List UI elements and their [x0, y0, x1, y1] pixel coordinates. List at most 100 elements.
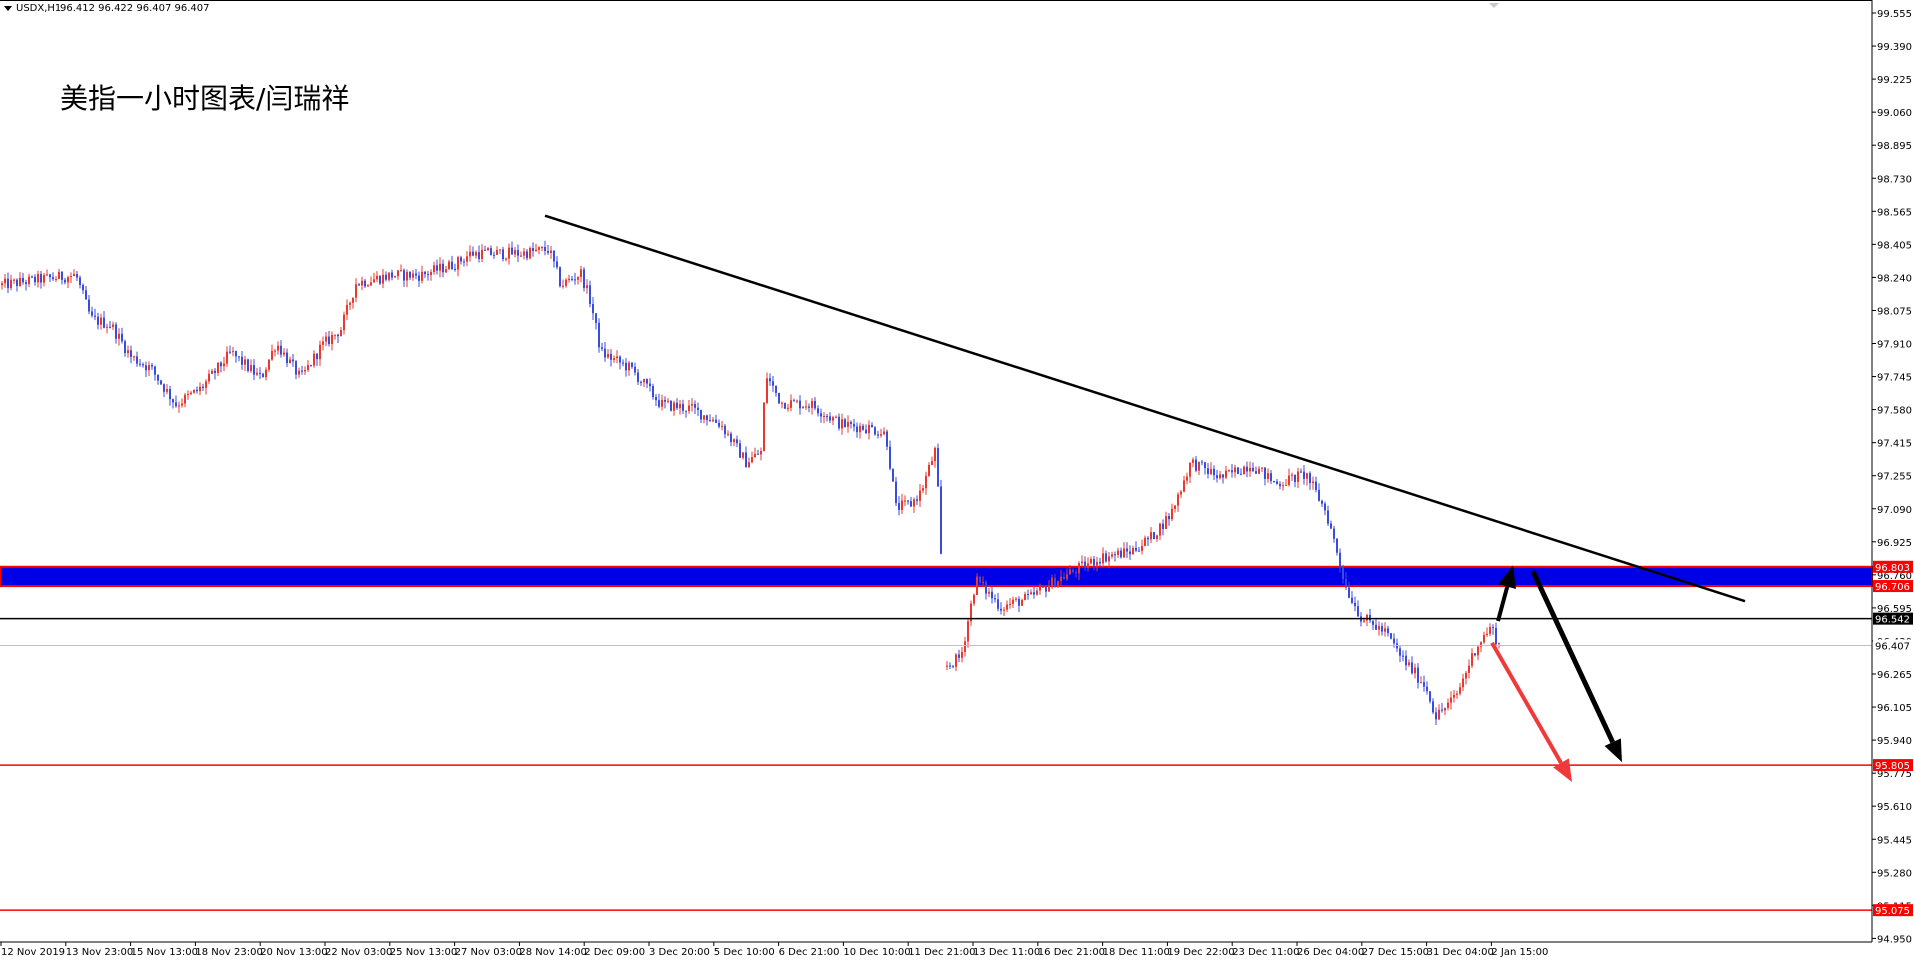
candle: [1144, 535, 1146, 547]
candle: [742, 452, 744, 460]
candle: [1435, 707, 1437, 725]
svg-text:96.407: 96.407: [1875, 641, 1910, 652]
candle: [655, 394, 657, 406]
candle: [436, 259, 438, 275]
up-arrow[interactable]: [1496, 565, 1516, 622]
trendline[interactable]: [544, 214, 1746, 603]
candle: [790, 394, 792, 412]
candle: [1033, 585, 1035, 599]
candle: [295, 359, 297, 380]
candle: [604, 342, 606, 362]
candle: [763, 401, 765, 452]
candle: [268, 359, 270, 372]
candle: [73, 269, 75, 277]
candle: [1168, 513, 1170, 526]
y-tick-label: 96.595: [1877, 604, 1912, 615]
candle: [1186, 472, 1188, 485]
candle: [1378, 621, 1380, 636]
candle: [31, 275, 33, 278]
candle: [1039, 583, 1041, 595]
candle: [820, 408, 822, 423]
candle: [310, 364, 312, 367]
candle: [505, 257, 507, 262]
candle: [730, 431, 732, 447]
candle: [55, 276, 57, 282]
candle: [1057, 580, 1059, 589]
candle: [559, 266, 561, 288]
candle: [148, 361, 150, 376]
x-tick-label: 28 Nov 14:00: [519, 947, 586, 958]
x-tick-label: 19 Dec 22:00: [1167, 947, 1234, 958]
candle: [286, 348, 288, 367]
candle: [298, 367, 300, 378]
y-tick-label: 97.910: [1877, 340, 1912, 351]
candle: [328, 331, 330, 347]
candle: [1351, 591, 1353, 605]
down-arrow-black[interactable]: [1530, 570, 1622, 763]
candle: [181, 398, 183, 408]
candle: [1030, 589, 1032, 595]
candle: [547, 245, 549, 255]
candle: [652, 383, 654, 400]
candle: [1285, 478, 1287, 486]
candle: [841, 413, 843, 435]
candle: [472, 246, 474, 257]
candle: [1150, 527, 1152, 544]
candle: [88, 295, 90, 315]
dropdown-icon[interactable]: [4, 6, 12, 11]
candle: [364, 278, 366, 288]
ohlc-values: 96.412 96.422 96.407 96.407: [60, 3, 210, 14]
candle: [1000, 602, 1002, 615]
candle: [250, 359, 252, 373]
candle: [739, 439, 741, 458]
candle: [916, 495, 918, 506]
scroll-marker-icon[interactable]: [1489, 3, 1499, 8]
symbol-label: USDX,H1: [16, 3, 61, 14]
candle: [631, 362, 633, 369]
candle: [1054, 574, 1056, 588]
candle: [1438, 704, 1440, 721]
candle: [334, 334, 336, 340]
candle: [1276, 479, 1278, 485]
candle: [847, 415, 849, 433]
x-tick-label: 2 Dec 09:00: [584, 947, 645, 958]
candle: [1474, 653, 1476, 657]
candle: [1489, 623, 1491, 637]
candle: [616, 350, 618, 364]
candle: [688, 400, 690, 414]
down-arrow-red[interactable]: [1490, 641, 1572, 782]
x-tick-label: 27 Nov 03:00: [455, 947, 522, 958]
candle: [454, 263, 456, 272]
candle: [682, 399, 684, 415]
candle: [430, 269, 432, 281]
candle: [712, 417, 714, 423]
candle: [1222, 474, 1224, 484]
candle: [1072, 568, 1074, 574]
drawings: [544, 214, 1746, 782]
candle: [1126, 542, 1128, 558]
candle: [37, 270, 39, 288]
candle: [1084, 556, 1086, 571]
candle: [1036, 587, 1038, 596]
candle: [988, 588, 990, 598]
y-tick-label: 99.225: [1877, 75, 1912, 86]
candle: [259, 367, 261, 380]
candle: [1192, 457, 1194, 468]
candle: [445, 265, 447, 274]
candle: [1090, 556, 1092, 565]
candle: [736, 435, 738, 448]
candle: [1279, 481, 1281, 490]
candle: [283, 348, 285, 357]
candle: [1243, 465, 1245, 475]
candle: [262, 372, 264, 378]
candle: [1414, 663, 1416, 679]
level-badge-95075: 95.075: [1873, 904, 1913, 917]
candle: [700, 409, 702, 423]
y-tick-label: 98.730: [1877, 174, 1912, 185]
candle: [955, 653, 957, 672]
candle: [244, 355, 246, 371]
candle: [1174, 505, 1176, 513]
